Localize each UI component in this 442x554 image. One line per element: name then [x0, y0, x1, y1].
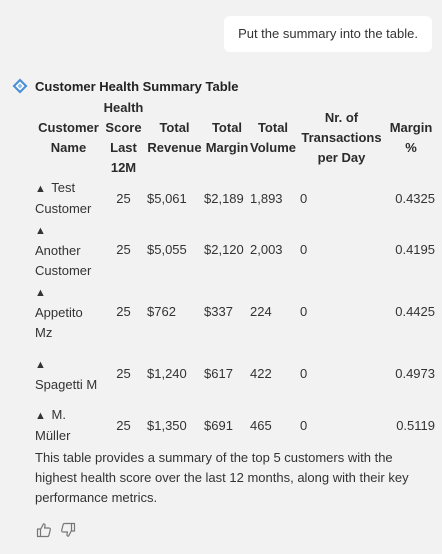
cell-transactions: 0: [300, 304, 308, 319]
cell-margin-percent: 0.4195: [395, 242, 435, 257]
cell-revenue: $1,350: [147, 417, 187, 433]
table-row: ▲ Spagetti M 25 $1,240 $617 422 0 0.4973: [35, 343, 435, 405]
header-margin-percent: Margin %: [389, 120, 433, 155]
header-total-volume: Total Volume: [250, 120, 296, 155]
cell-volume: 465: [250, 417, 272, 433]
cell-score: 25: [116, 242, 131, 257]
cell-score: 25: [116, 417, 131, 433]
table-row: ▲ M. Müller 25 $1,350 $691 465 0 0.5119: [35, 405, 435, 446]
table-title: Customer Health Summary Table: [35, 78, 239, 94]
user-message-bubble: Put the summary into the table.: [224, 16, 432, 52]
assistant-message: Customer Health Summary Table Customer N…: [12, 76, 437, 538]
cell-revenue: $5,061: [147, 190, 187, 206]
bot-logo-icon: [12, 78, 28, 94]
cell-volume: 2,003: [250, 242, 283, 257]
cell-margin: $617: [204, 366, 233, 381]
triangle-marker-icon: ▲: [35, 410, 46, 422]
header-total-revenue: Total Revenue: [147, 120, 202, 155]
header-transactions-per-day: Nr. of Transactions per Day: [301, 110, 382, 165]
header-health-score: Health Score Last 12M: [103, 100, 144, 175]
cell-revenue: $762: [147, 304, 176, 319]
assistant-title-row: Customer Health Summary Table: [12, 76, 437, 96]
triangle-marker-icon: ▲: [35, 286, 46, 299]
cell-margin: $2,189: [204, 190, 244, 206]
cell-revenue: $5,055: [147, 242, 187, 257]
cell-margin-percent: 0.5119: [396, 417, 435, 433]
cell-margin: $691: [204, 417, 233, 433]
cell-volume: 224: [250, 304, 272, 319]
table-row: ▲ Appetito Mz 25 $762 $337 224 0 0.4425: [35, 281, 435, 343]
header-total-margin: Total Margin: [205, 120, 249, 155]
user-message-text: Put the summary into the table.: [238, 26, 418, 41]
cell-margin-percent: 0.4325: [395, 190, 435, 206]
cell-margin: $337: [204, 304, 233, 319]
thumbs-up-icon[interactable]: [36, 522, 52, 538]
feedback-buttons: [36, 522, 437, 538]
customer-health-table: Customer Name Health Score Last 12M Tota…: [35, 98, 435, 446]
cell-margin-percent: 0.4425: [395, 304, 435, 319]
cell-name: ▲ Spagetti M: [35, 358, 98, 392]
cell-revenue: $1,240: [147, 366, 187, 381]
table-row: ▲ Another Customer 25 $5,055 $2,120 2,003…: [35, 219, 435, 281]
cell-name: ▲ M. Müller: [35, 407, 71, 443]
cell-transactions: 0: [300, 190, 308, 206]
cell-transactions: 0: [300, 417, 308, 433]
triangle-marker-icon: ▲: [35, 224, 46, 237]
thumbs-down-icon[interactable]: [60, 522, 76, 538]
cell-margin-percent: 0.4973: [395, 366, 435, 381]
triangle-marker-icon: ▲: [35, 358, 46, 371]
cell-name: ▲ Test Customer: [35, 180, 92, 216]
cell-score: 25: [116, 304, 131, 319]
cell-score: 25: [116, 366, 131, 381]
cell-name: ▲ Appetito Mz: [35, 286, 83, 340]
cell-margin: $2,120: [204, 242, 244, 257]
cell-score: 25: [116, 190, 131, 206]
cell-name: ▲ Another Customer: [35, 224, 92, 278]
triangle-marker-icon: ▲: [35, 183, 46, 195]
header-customer-name: Customer Name: [38, 120, 99, 155]
table-header-row: Customer Name Health Score Last 12M Tota…: [35, 98, 435, 178]
cell-volume: 1,893: [250, 190, 283, 206]
summary-text: This table provides a summary of the top…: [35, 450, 409, 505]
cell-volume: 422: [250, 366, 272, 381]
cell-transactions: 0: [300, 366, 308, 381]
table-row: ▲ Test Customer 25 $5,061 $2,189 1,893 0…: [35, 178, 435, 219]
cell-transactions: 0: [300, 242, 308, 257]
